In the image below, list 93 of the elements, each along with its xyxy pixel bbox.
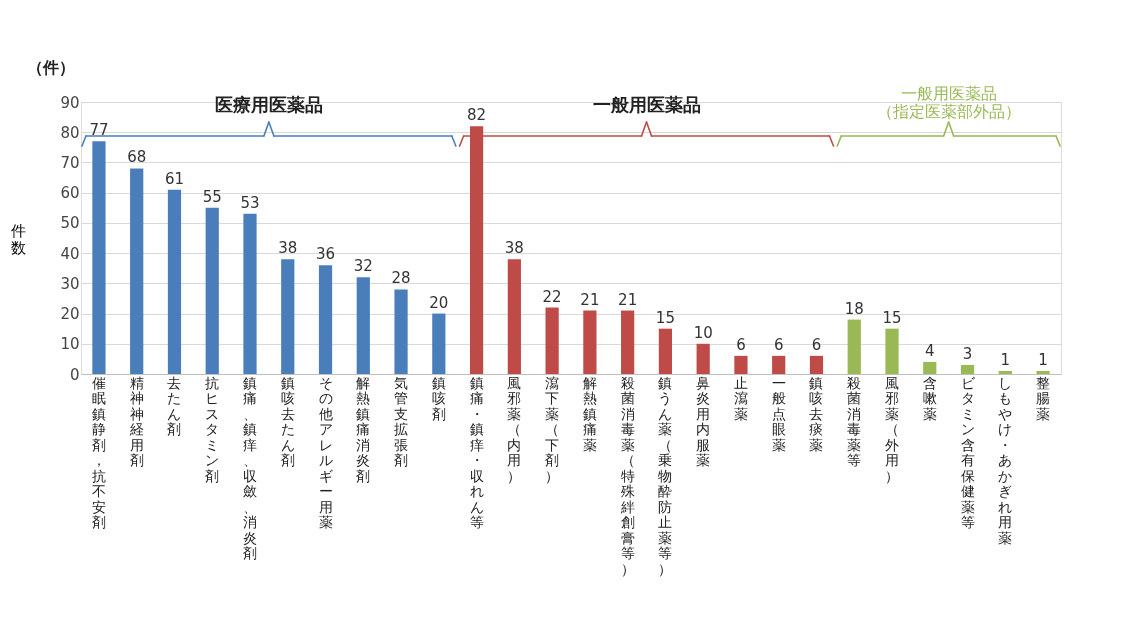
bar [923, 361, 937, 374]
data-label: 18 [844, 299, 864, 318]
data-label: 55 [202, 187, 222, 206]
x-tick-label: 止瀉薬 [733, 374, 748, 422]
bar [772, 355, 786, 374]
data-label: 15 [882, 308, 902, 327]
data-label: 28 [391, 269, 411, 288]
y-tick-label: 60 [60, 184, 80, 203]
y-axis-title: 件数 [10, 221, 26, 257]
y-tick-label: 30 [60, 274, 80, 293]
x-tick-label: 殺菌消毒薬等 [847, 374, 862, 468]
x-tick-label: 精神神経用剤 [128, 374, 144, 468]
data-label: 82 [467, 106, 487, 125]
data-label: 4 [924, 341, 935, 360]
y-tick-label: 20 [60, 305, 80, 324]
bar [507, 259, 521, 374]
category-label: 催眠鎮静剤，抗不安剤 [91, 374, 106, 530]
bar [734, 355, 748, 374]
text: 一般用医薬品（指定医薬部外品） [876, 84, 1021, 121]
data-label: 20 [429, 293, 449, 312]
category-label: しもやけ・あかぎれ用薬 [998, 374, 1013, 546]
bar [432, 313, 446, 374]
x-tick-label: 整腸薬 [1036, 374, 1051, 422]
bar [318, 265, 333, 374]
bar [960, 364, 975, 374]
data-label: 21 [580, 290, 600, 309]
bar [167, 189, 182, 374]
x-tick-label: 瀉下薬（下剤） [545, 374, 560, 484]
bar [1036, 370, 1050, 374]
x-tick-label: 鎮咳剤 [431, 374, 446, 422]
x-tick-label: 抗ヒスタミン剤 [205, 374, 220, 484]
bar [356, 277, 370, 374]
data-label: 6 [811, 335, 822, 354]
bar [583, 310, 597, 374]
bar [809, 355, 824, 374]
category-label: 鎮うん薬（乗物酔防止薬等） [658, 374, 673, 577]
data-label: 77 [89, 121, 109, 140]
data-label: 10 [693, 323, 713, 342]
y-tick-label: 80 [60, 123, 80, 142]
x-tick-label: 去たん剤 [167, 374, 182, 437]
bar [243, 213, 257, 374]
y-tick-label: 70 [60, 153, 80, 172]
bar [658, 328, 673, 374]
y-tick-label: 90 [60, 93, 80, 112]
text: 医療用医薬品 [214, 94, 323, 115]
data-label: 21 [618, 290, 638, 309]
data-label: 1 [1038, 350, 1048, 369]
y-tick-label: 40 [60, 244, 80, 263]
x-tick-label: 風邪薬（外用） [885, 374, 899, 484]
text: 一般用医薬品 [592, 94, 701, 115]
data-label: 6 [773, 335, 784, 354]
data-label: 38 [504, 239, 524, 258]
y-tick-label: 50 [60, 214, 80, 233]
x-tick-label: 鎮咳去たん剤 [280, 374, 295, 468]
bar [394, 289, 408, 374]
x-tick-label: 一般点眼薬 [771, 374, 786, 453]
x-tick-label: 風邪薬（内用） [507, 374, 522, 484]
bar [205, 207, 219, 374]
data-label: 1 [1000, 350, 1011, 369]
data-label: 53 [240, 193, 260, 212]
category-label: 殺菌消毒薬（特殊絆創膏等） [620, 374, 635, 577]
data-label: 32 [353, 257, 373, 276]
text: （件） [27, 58, 75, 77]
data-label: 61 [164, 169, 185, 188]
bar [281, 259, 295, 374]
bar [847, 319, 861, 374]
data-label: 22 [542, 287, 562, 306]
category-label: ビタミン含有保健薬等 [960, 374, 975, 530]
x-tick-label: 鎮咳去痰薬 [809, 374, 824, 453]
category-label: その他アレルギー用薬 [318, 374, 333, 530]
category-label: 鎮痛・鎮痒・収れん等 [469, 374, 484, 530]
x-tick-label: 気管支拡張剤 [394, 374, 409, 468]
x-tick-label: 含嗽薬 [922, 374, 937, 422]
data-label: 15 [655, 308, 675, 327]
data-label: 36 [315, 245, 336, 264]
category-label: 鎮痛、鎮痒、収斂、消炎剤 [243, 374, 257, 561]
bar [545, 307, 559, 374]
bar [998, 370, 1012, 374]
data-label: 6 [736, 335, 746, 354]
y-tick-label: 0 [69, 365, 80, 384]
data-label: 68 [127, 148, 147, 167]
data-label: 38 [278, 239, 298, 258]
y-tick-label: 10 [60, 335, 80, 354]
x-tick-label: 解熱鎮痛消炎剤 [356, 374, 371, 484]
x-tick-label: 鼻炎用内服薬 [696, 374, 711, 468]
bar [130, 168, 144, 374]
bar [92, 141, 106, 374]
x-tick-label: 解熱鎮痛薬 [582, 374, 597, 453]
bar [885, 328, 899, 374]
bar [696, 343, 710, 374]
data-label: 3 [962, 344, 973, 363]
bar [621, 310, 635, 374]
bar [469, 126, 484, 374]
